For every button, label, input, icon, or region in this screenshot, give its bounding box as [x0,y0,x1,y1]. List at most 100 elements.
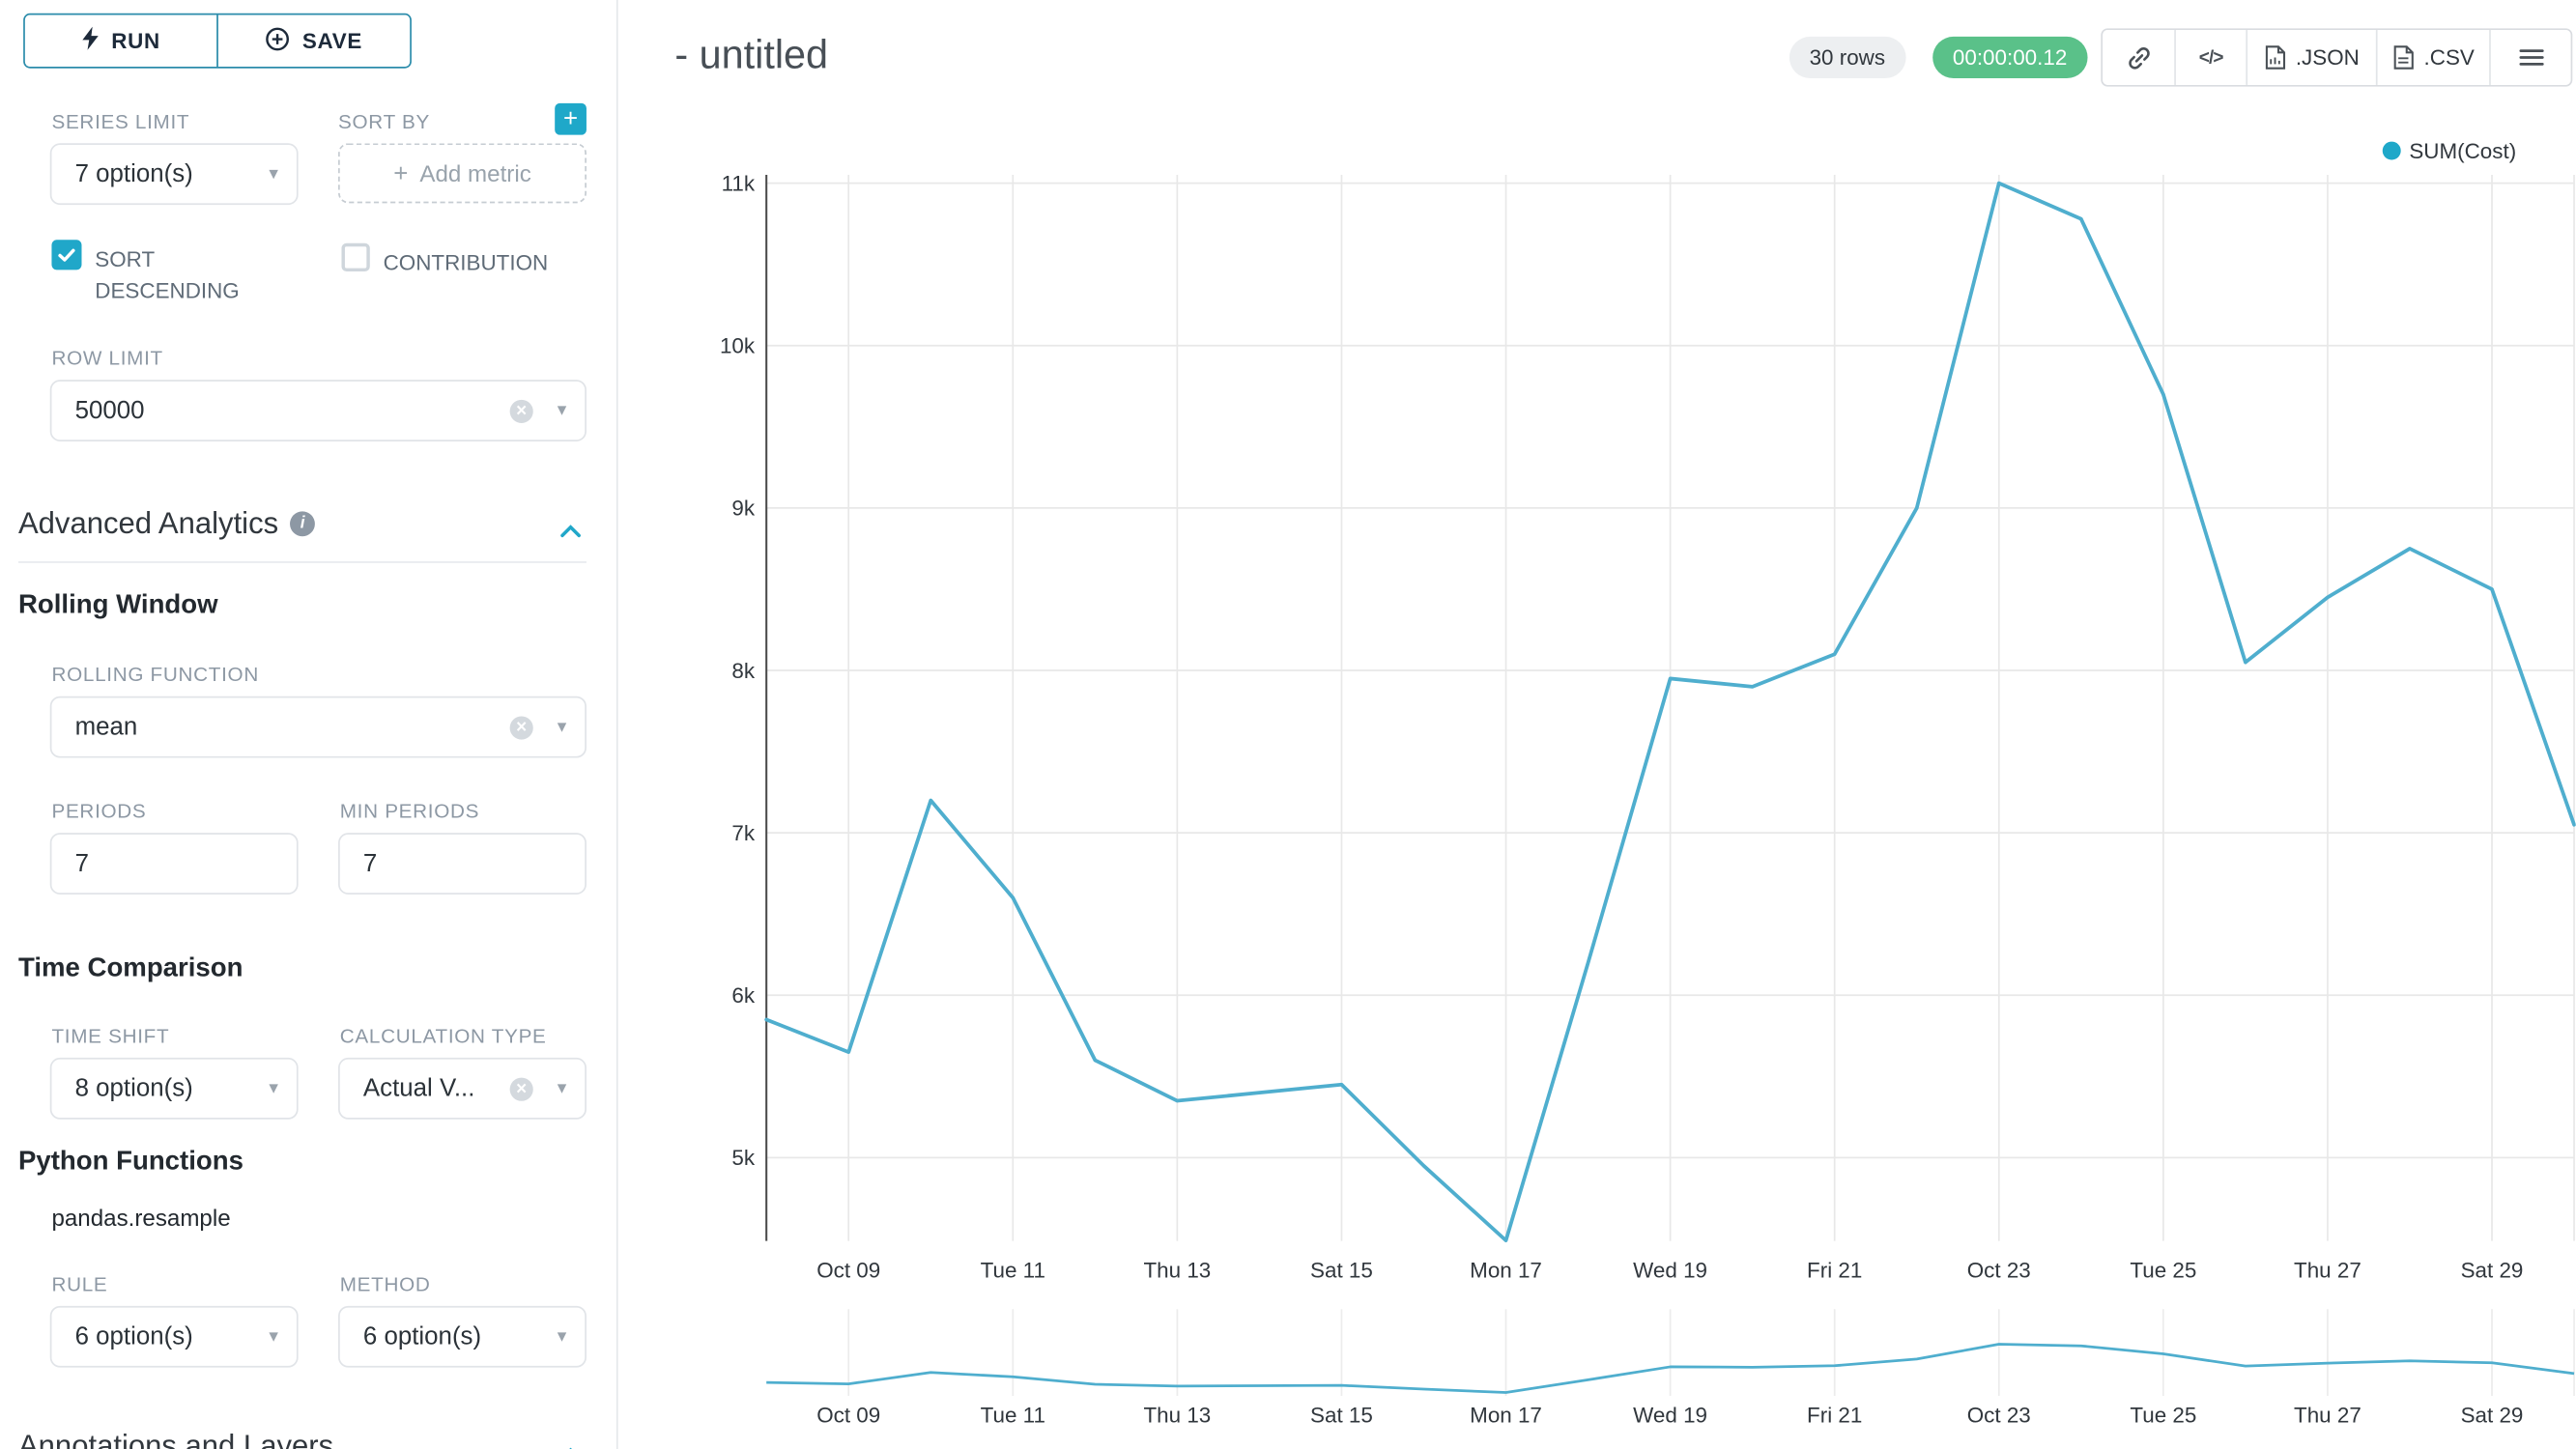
csv-file-icon [2393,45,2414,70]
add-metric-button[interactable]: + Add metric [338,143,587,204]
svg-text:Wed 19: Wed 19 [1633,1404,1707,1428]
svg-text:9k: 9k [731,497,755,521]
method-value: 6 option(s) [362,1322,482,1351]
timer-badge: 00:00:00.12 [1932,36,2088,79]
chart-title: - untitled [674,33,829,79]
advanced-analytics-header[interactable]: Advanced Analytics i [18,506,316,541]
legend-dot [2382,141,2401,160]
advanced-chevron[interactable] [559,517,581,538]
contribution-label: CONTRIBUTION [383,249,549,275]
control-panel: RUN SAVE SERIES LIMIT SORT BY + 7 option… [0,0,618,1449]
svg-text:Oct 09: Oct 09 [816,1259,880,1283]
run-button[interactable]: RUN [24,14,217,67]
save-button[interactable]: SAVE [216,14,411,67]
svg-text:Sat 15: Sat 15 [1310,1404,1373,1428]
export-json-button[interactable]: .JSON [2246,30,2376,85]
method-label: METHOD [339,1272,431,1296]
svg-text:Oct 09: Oct 09 [816,1404,880,1428]
add-sort-plus-button[interactable]: + [555,102,587,135]
svg-text:Tue 11: Tue 11 [981,1259,1045,1283]
clear-icon[interactable]: × [509,1076,533,1100]
rolling-function-value: mean [74,713,138,742]
legend-label: SUM(Cost) [2409,138,2517,163]
row-limit-select[interactable]: 50000 × ▾ [49,380,587,441]
rule-label: RULE [51,1272,108,1296]
row-limit-label: ROW LIMIT [51,346,163,370]
series-limit-value: 7 option(s) [74,159,193,188]
legend[interactable]: SUM(Cost) [2382,138,2517,163]
caret-down-icon: ▾ [269,1077,278,1098]
rolling-function-select[interactable]: mean × ▾ [49,696,587,758]
series-limit-label: SERIES LIMIT [51,109,190,133]
plus-circle-icon [266,26,291,56]
plus-icon: + [393,158,409,187]
svg-text:Mon 17: Mon 17 [1470,1404,1542,1428]
svg-text:Fri 21: Fri 21 [1807,1259,1862,1283]
calculation-type-label: CALCULATION TYPE [339,1024,547,1048]
svg-text:8k: 8k [731,659,755,683]
svg-text:Wed 19: Wed 19 [1633,1259,1707,1283]
link-icon [2128,46,2149,69]
svg-text:7k: 7k [731,821,755,845]
sort-by-label: SORT BY [338,109,430,133]
export-json-label: .JSON [2295,44,2360,71]
contribution-checkbox[interactable] [341,242,370,272]
rows-badge: 30 rows [1789,36,1905,79]
chart-canvas[interactable]: 5k 6k 7k 8k 9k 10k 11k Oct 09 Oct 09 Tue 11 Tue 11… [618,0,2576,1449]
time-shift-value: 8 option(s) [74,1074,193,1103]
method-select[interactable]: 6 option(s) ▾ [338,1305,587,1368]
caret-down-icon: ▾ [557,1077,567,1098]
annotations-chevron[interactable] [559,1439,581,1449]
sort-descending-label: SORT DESCENDING [95,246,240,303]
svg-text:Tue 11: Tue 11 [981,1404,1045,1428]
svg-text:Oct 23: Oct 23 [1967,1259,2031,1283]
periods-input[interactable] [49,833,299,895]
embed-code-button[interactable]: </> [2174,30,2247,85]
series-limit-select[interactable]: 7 option(s) ▾ [49,143,299,206]
chart-area: 5k 6k 7k 8k 9k 10k 11k Oct 09 Oct 09 Tue 11 Tue 11… [617,0,2576,1449]
annotations-title: Annotations and Layers [17,1429,334,1449]
run-save-group: RUN SAVE [23,13,412,69]
lightning-icon [81,26,100,55]
clear-icon[interactable]: × [509,715,533,739]
svg-text:Thu 27: Thu 27 [2294,1404,2361,1428]
svg-text:Oct 23: Oct 23 [1967,1404,2031,1428]
sort-descending-checkbox[interactable] [51,240,82,270]
share-link-button[interactable] [2103,30,2175,85]
time-shift-select[interactable]: 8 option(s) ▾ [49,1057,299,1120]
caret-down-icon: ▾ [557,399,567,420]
svg-text:11k: 11k [722,171,756,195]
svg-text:Tue 25: Tue 25 [2130,1404,2196,1428]
save-label: SAVE [301,28,363,54]
add-metric-label: Add metric [419,159,531,187]
min-periods-label: MIN PERIODS [339,799,480,823]
time-shift-label: TIME SHIFT [51,1024,170,1048]
chevron-up-icon [560,525,581,538]
time-comparison-title: Time Comparison [17,954,243,983]
export-csv-button[interactable]: .CSV [2375,30,2490,85]
rolling-function-label: ROLLING FUNCTION [51,663,259,687]
rule-select[interactable]: 6 option(s) ▾ [49,1305,299,1368]
svg-text:Sat 29: Sat 29 [2461,1259,2524,1283]
calculation-type-value: Actual V... [362,1074,475,1103]
svg-text:Thu 13: Thu 13 [1143,1259,1211,1283]
annotations-header[interactable]: Annotations and Layers [18,1429,333,1449]
menu-icon [2518,49,2543,66]
svg-text:6k: 6k [731,983,755,1008]
svg-text:Sat 15: Sat 15 [1310,1259,1373,1283]
svg-text:Thu 27: Thu 27 [2294,1259,2361,1283]
menu-button[interactable] [2489,30,2571,85]
svg-text:Thu 13: Thu 13 [1143,1404,1211,1428]
advanced-divider [17,561,587,563]
svg-text:Mon 17: Mon 17 [1470,1259,1542,1283]
calculation-type-select[interactable]: Actual V... × ▾ [338,1057,587,1120]
svg-text:Tue 25: Tue 25 [2130,1259,2196,1283]
rolling-window-title: Rolling Window [17,591,218,620]
info-icon[interactable]: i [290,511,316,537]
min-periods-input[interactable] [338,833,587,895]
clear-icon[interactable]: × [509,398,533,423]
caret-down-icon: ▾ [557,1325,567,1347]
check-icon [58,248,75,262]
row-limit-value: 50000 [74,396,145,425]
